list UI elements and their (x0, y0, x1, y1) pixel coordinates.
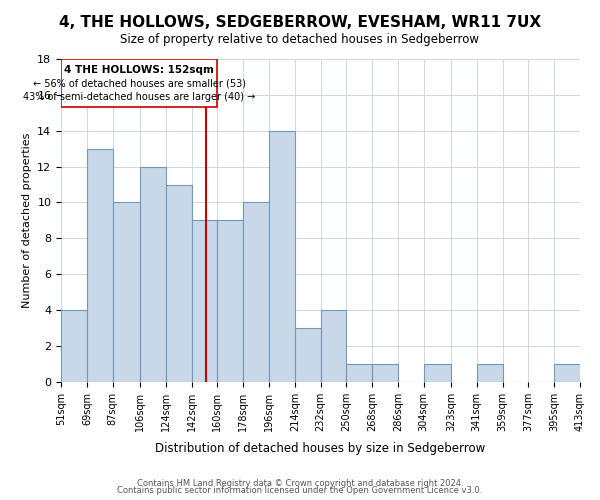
Bar (424, 364, 451, 382)
Bar (166, 184, 191, 382)
Bar (243, 202, 269, 382)
Bar (477, 364, 503, 382)
Bar (346, 364, 372, 382)
Bar (269, 130, 295, 382)
Bar (113, 202, 140, 382)
X-axis label: Distribution of detached houses by size in Sedgeberrow: Distribution of detached houses by size … (155, 442, 485, 455)
Text: ← 56% of detached houses are smaller (53): ← 56% of detached houses are smaller (53… (33, 78, 246, 88)
Text: 4 THE HOLLOWS: 152sqm: 4 THE HOLLOWS: 152sqm (64, 64, 214, 74)
Bar (87, 148, 113, 382)
Bar (191, 220, 217, 382)
Bar (217, 220, 243, 382)
Bar (295, 328, 320, 382)
Text: 4, THE HOLLOWS, SEDGEBERROW, EVESHAM, WR11 7UX: 4, THE HOLLOWS, SEDGEBERROW, EVESHAM, WR… (59, 15, 541, 30)
Text: 43% of semi-detached houses are larger (40) →: 43% of semi-detached houses are larger (… (23, 92, 256, 102)
FancyBboxPatch shape (61, 59, 217, 108)
Bar (61, 310, 87, 382)
Bar (372, 364, 398, 382)
Text: Contains public sector information licensed under the Open Government Licence v3: Contains public sector information licen… (118, 486, 482, 495)
Text: Size of property relative to detached houses in Sedgeberrow: Size of property relative to detached ho… (121, 32, 479, 46)
Bar (554, 364, 580, 382)
Text: Contains HM Land Registry data © Crown copyright and database right 2024.: Contains HM Land Registry data © Crown c… (137, 478, 463, 488)
Y-axis label: Number of detached properties: Number of detached properties (22, 132, 32, 308)
Bar (320, 310, 346, 382)
Bar (140, 166, 166, 382)
